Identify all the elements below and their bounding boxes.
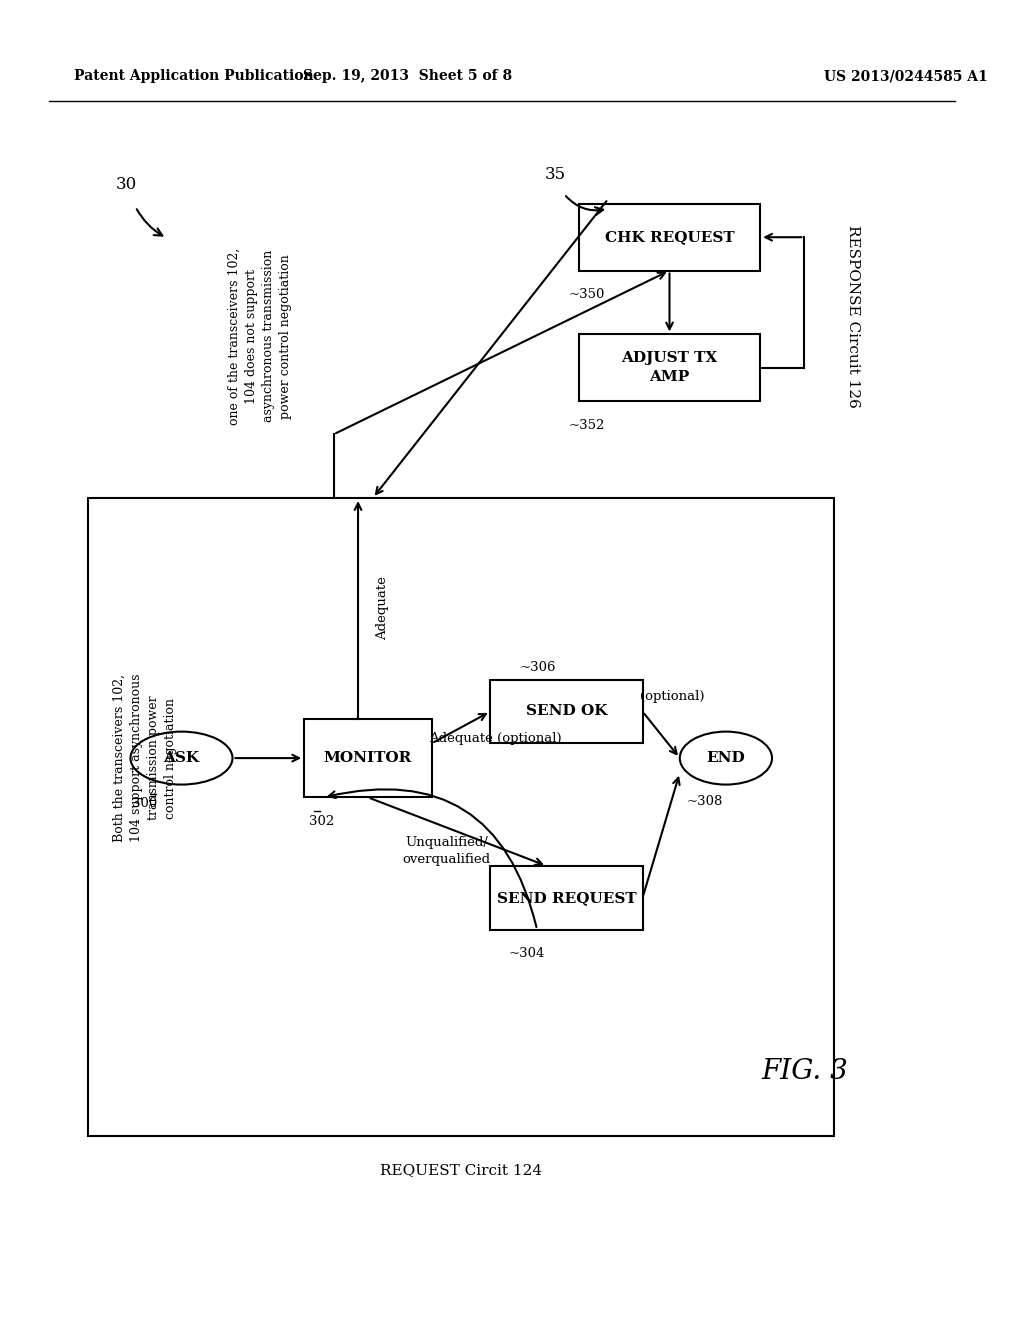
- Text: ~350: ~350: [569, 288, 605, 301]
- Text: 302: 302: [309, 814, 335, 828]
- Text: US 2013/0244585 A1: US 2013/0244585 A1: [824, 70, 988, 83]
- Bar: [579, 334, 760, 401]
- Ellipse shape: [130, 731, 232, 784]
- Bar: [579, 203, 760, 271]
- Bar: [304, 719, 432, 797]
- Text: Both the transceivers 102,
104 support asynchronous
transmission power
control n: Both the transceivers 102, 104 support a…: [114, 673, 177, 842]
- Bar: [88, 498, 834, 1135]
- Text: CHK REQUEST: CHK REQUEST: [605, 230, 734, 244]
- Text: REQUEST Circit 124: REQUEST Circit 124: [380, 1163, 542, 1177]
- Text: 300: 300: [131, 797, 157, 810]
- Text: SEND OK: SEND OK: [525, 705, 607, 718]
- Bar: [490, 680, 642, 743]
- Text: SEND REQUEST: SEND REQUEST: [497, 891, 636, 906]
- Text: one of the transceivers 102,
104 does not support
asynchronous transmission
powe: one of the transceivers 102, 104 does no…: [228, 248, 292, 425]
- Text: 35: 35: [545, 166, 565, 183]
- Text: ~306: ~306: [520, 661, 556, 675]
- Text: Adequate (optional): Adequate (optional): [429, 733, 562, 744]
- Bar: [490, 866, 642, 929]
- Text: RESPONSE Circuit 126: RESPONSE Circuit 126: [847, 226, 860, 408]
- Text: ASK: ASK: [164, 751, 200, 766]
- Text: Unqualified/
overqualified: Unqualified/ overqualified: [402, 837, 490, 866]
- Text: 30: 30: [116, 176, 137, 193]
- Text: ADJUST TX
AMP: ADJUST TX AMP: [622, 351, 718, 384]
- Ellipse shape: [680, 731, 772, 784]
- Text: MONITOR: MONITOR: [324, 751, 412, 766]
- Text: ~352: ~352: [569, 418, 605, 432]
- Text: Adequate: Adequate: [376, 576, 389, 640]
- Text: END: END: [707, 751, 745, 766]
- Text: (optional): (optional): [640, 690, 705, 704]
- Text: Patent Application Publication: Patent Application Publication: [74, 70, 313, 83]
- Text: FIG. 3: FIG. 3: [761, 1059, 848, 1085]
- Text: ~308: ~308: [687, 796, 723, 808]
- Text: ~304: ~304: [508, 948, 545, 961]
- Text: Sep. 19, 2013  Sheet 5 of 8: Sep. 19, 2013 Sheet 5 of 8: [302, 70, 512, 83]
